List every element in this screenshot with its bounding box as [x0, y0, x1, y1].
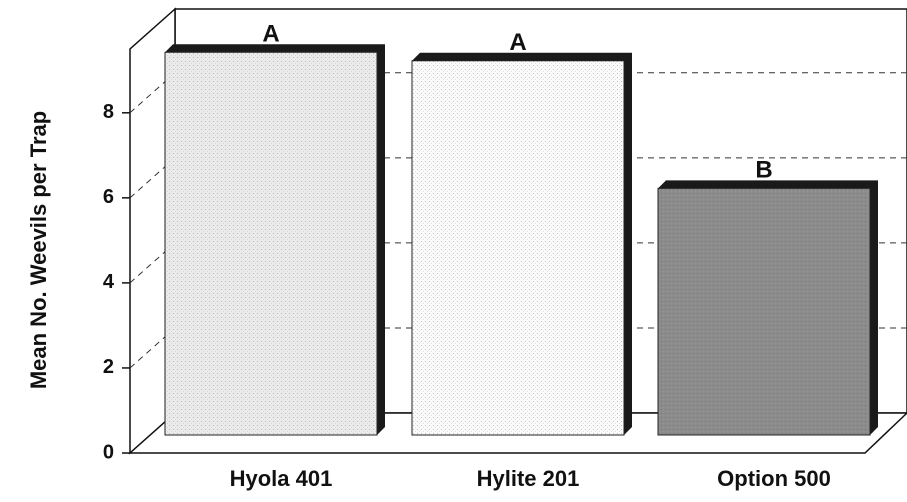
significance-label: A — [509, 29, 526, 56]
y-tick-label: 8 — [103, 101, 114, 123]
y-axis-label: Mean No. Weevils per Trap — [26, 111, 51, 389]
y-tick-label: 6 — [103, 186, 114, 208]
significance-label: B — [755, 157, 772, 184]
bar-texture — [658, 188, 870, 435]
y-tick-label: 0 — [103, 441, 114, 463]
bar-texture — [165, 52, 377, 436]
x-tick-label: Option 500 — [717, 466, 831, 491]
significance-label: A — [262, 21, 279, 48]
x-tick-label: Hyola 401 — [230, 466, 333, 491]
bar-texture — [412, 60, 624, 435]
y-tick-label: 2 — [103, 356, 114, 378]
y-tick-label: 4 — [103, 271, 115, 293]
x-tick-label: Hylite 201 — [477, 466, 580, 491]
